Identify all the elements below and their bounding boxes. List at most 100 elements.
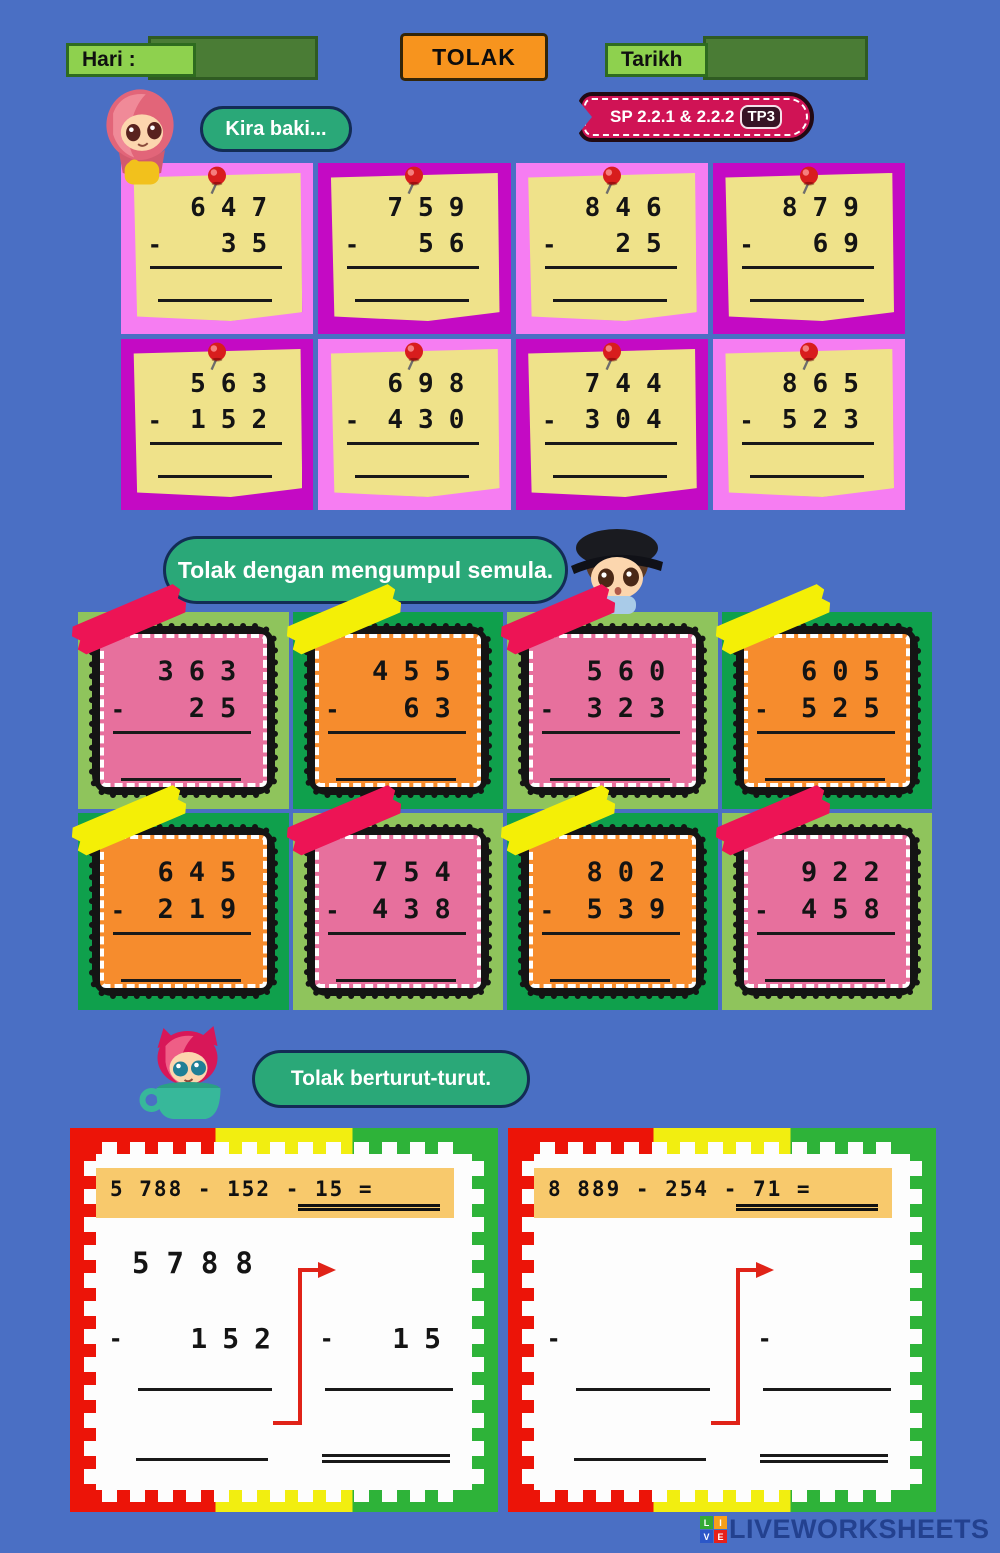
final-answer-blank[interactable] xyxy=(736,1204,878,1211)
note-card: 879 - 69 xyxy=(712,163,905,334)
pushpin-icon xyxy=(405,166,424,195)
section3-heading: Tolak berturut-turut. xyxy=(252,1050,530,1108)
stamp-teeth xyxy=(102,1142,466,1154)
minus-sign: - xyxy=(327,692,338,724)
logo-text: LIVEWORKSHEETS xyxy=(729,1514,990,1544)
minus-sign: - xyxy=(542,692,552,724)
note-card: 647 - 35 xyxy=(121,163,314,334)
minus-sign: - xyxy=(113,893,123,925)
final-working-answer-blank[interactable] xyxy=(322,1454,450,1463)
answer-blank[interactable] xyxy=(158,475,273,478)
minuend: 698 xyxy=(387,369,480,399)
page-title: TOLAK xyxy=(400,33,548,81)
equals-line xyxy=(113,731,252,734)
liveworksheets-logo-icon: L I V E xyxy=(700,1516,727,1543)
date-input-box[interactable] xyxy=(703,36,868,80)
minuend: 754 xyxy=(371,857,466,888)
answer-blank[interactable] xyxy=(550,778,671,781)
final-answer-blank[interactable] xyxy=(298,1204,440,1211)
subtrahend: 323 xyxy=(586,693,681,724)
minuend: 922 xyxy=(800,857,895,888)
minus-sign: - xyxy=(741,404,752,435)
equals-line xyxy=(756,932,895,935)
subtrahend: 152 xyxy=(190,405,283,435)
intermediate-answer-blank[interactable] xyxy=(136,1458,268,1461)
answer-blank[interactable] xyxy=(764,979,885,982)
minus-sign: - xyxy=(549,1322,559,1353)
working-subtrahend-1: 152 xyxy=(190,1322,286,1355)
stamp-card: 605 - 525 xyxy=(722,612,932,809)
stamp-card: 802 - 539 xyxy=(507,813,718,1010)
equals-line xyxy=(542,932,681,935)
note-card: 744 - 304 xyxy=(515,339,708,510)
answer-blank[interactable] xyxy=(355,299,470,302)
minus-sign: - xyxy=(347,404,357,435)
minus-sign: - xyxy=(347,228,357,259)
answer-blank[interactable] xyxy=(355,475,470,478)
carry-arrow-icon xyxy=(273,1262,336,1425)
answer-blank[interactable] xyxy=(552,475,667,478)
subtrahend: 539 xyxy=(586,894,681,925)
equals-line xyxy=(763,1388,891,1391)
minus-sign: - xyxy=(760,1322,770,1353)
intermediate-answer-blank[interactable] xyxy=(574,1458,706,1461)
stamp-card: 455 - 63 xyxy=(293,612,503,809)
minus-sign: - xyxy=(150,228,160,259)
minuend: 455 xyxy=(371,656,466,687)
section1-bubble-text: Kira baki... xyxy=(225,117,327,140)
minus-sign: - xyxy=(741,228,752,259)
stamp-frame: 605 - 525 xyxy=(732,623,921,798)
equation-text: 8 889 - 254 - 71 = xyxy=(548,1177,812,1201)
equation-band: 8 889 - 254 - 71 = xyxy=(534,1168,892,1218)
sticky-note: 865 - 523 xyxy=(725,349,894,497)
sticky-note: 759 - 56 xyxy=(330,173,500,321)
minuend: 744 xyxy=(584,369,677,399)
minuend: 605 xyxy=(800,656,895,687)
answer-blank[interactable] xyxy=(550,979,671,982)
section2-heading-text: Tolak dengan mengumpul semula. xyxy=(177,556,554,583)
stamp-card: 363 - 25 xyxy=(78,612,289,809)
stamp-teeth xyxy=(522,1160,534,1484)
answer-blank[interactable] xyxy=(764,778,885,781)
answer-blank[interactable] xyxy=(158,299,273,302)
minuend: 759 xyxy=(387,193,480,223)
stamp-teeth xyxy=(472,1160,484,1484)
logo-tile: V xyxy=(700,1530,713,1543)
stamp-teeth xyxy=(910,1160,922,1484)
equation-band: 5 788 - 152 - 15 = xyxy=(96,1168,454,1218)
subtrahend: 219 xyxy=(157,894,252,925)
minus-sign: - xyxy=(756,893,767,925)
date-label-text: Tarikh xyxy=(621,48,683,71)
badge-ribbon-notch xyxy=(574,95,592,139)
equals-line xyxy=(327,731,466,734)
subtrahend: 69 xyxy=(812,229,874,259)
answer-blank[interactable] xyxy=(552,299,667,302)
stamp-teeth xyxy=(84,1160,96,1484)
answer-blank[interactable] xyxy=(335,778,456,781)
minuend: 645 xyxy=(157,857,252,888)
section3-heading-text: Tolak berturut-turut. xyxy=(290,1067,492,1090)
section2-heading: Tolak dengan mengumpul semula. xyxy=(163,536,568,604)
curriculum-badge: SP 2.2.1 & 2.2.2 TP3 xyxy=(578,92,814,142)
answer-blank[interactable] xyxy=(749,299,864,302)
answer-blank[interactable] xyxy=(121,778,242,781)
note-card: 759 - 56 xyxy=(318,163,511,334)
sticky-note: 879 - 69 xyxy=(725,173,894,321)
note-card: 698 - 430 xyxy=(318,339,511,510)
equals-line xyxy=(544,442,677,445)
cat-girl-avatar-icon xyxy=(139,1026,221,1119)
logo-tile: L xyxy=(700,1516,713,1529)
stamp-frame: 754 - 438 xyxy=(303,824,492,999)
answer-blank[interactable] xyxy=(749,475,864,478)
equals-line xyxy=(576,1388,710,1391)
answer-blank[interactable] xyxy=(335,979,456,982)
equals-line xyxy=(347,442,480,445)
stamp-frame: 645 - 219 xyxy=(89,824,278,999)
equals-line xyxy=(150,266,283,269)
subtrahend: 35 xyxy=(220,229,283,259)
day-label: Hari : xyxy=(66,43,196,77)
answer-blank[interactable] xyxy=(121,979,242,982)
final-working-answer-blank[interactable] xyxy=(760,1454,888,1463)
note-card: 563 - 152 xyxy=(121,339,314,510)
equals-line xyxy=(325,1388,453,1391)
